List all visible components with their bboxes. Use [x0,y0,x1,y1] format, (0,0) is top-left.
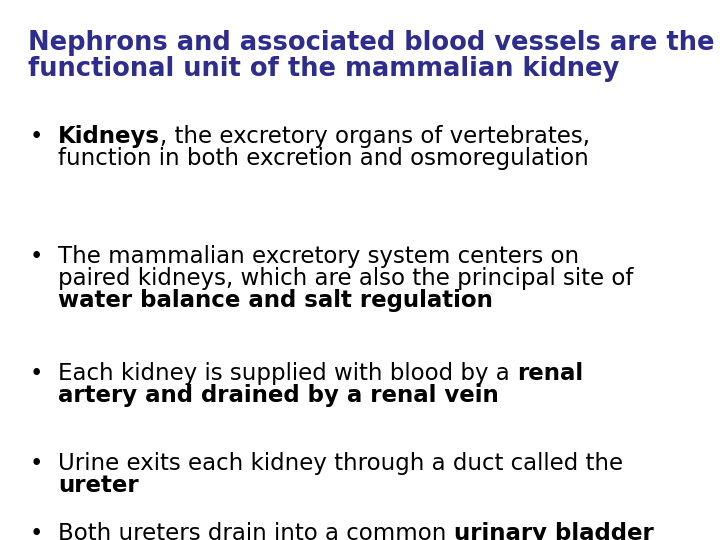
Text: ureter: ureter [58,474,139,497]
Text: water balance and salt regulation: water balance and salt regulation [58,289,493,312]
Text: Urine exits each kidney through a duct called the: Urine exits each kidney through a duct c… [58,452,623,475]
Text: , the excretory organs of vertebrates,: , the excretory organs of vertebrates, [160,125,590,148]
Text: The mammalian excretory system centers on: The mammalian excretory system centers o… [58,245,579,268]
Text: renal: renal [517,362,583,385]
Text: Kidneys: Kidneys [58,125,160,148]
Text: •: • [30,362,43,385]
Text: function in both excretion and osmoregulation: function in both excretion and osmoregul… [58,147,589,170]
Text: Nephrons and associated blood vessels are the: Nephrons and associated blood vessels ar… [28,30,714,56]
Text: urinary bladder: urinary bladder [454,522,653,540]
Text: •: • [30,452,43,475]
Text: •: • [30,245,43,268]
Text: functional unit of the mammalian kidney: functional unit of the mammalian kidney [28,56,619,82]
Text: •: • [30,522,43,540]
Text: •: • [30,125,43,148]
Text: Each kidney is supplied with blood by a: Each kidney is supplied with blood by a [58,362,517,385]
Text: Both ureters drain into a common: Both ureters drain into a common [58,522,454,540]
Text: paired kidneys, which are also the principal site of: paired kidneys, which are also the princ… [58,267,634,290]
Text: artery and drained by a renal vein: artery and drained by a renal vein [58,384,499,407]
